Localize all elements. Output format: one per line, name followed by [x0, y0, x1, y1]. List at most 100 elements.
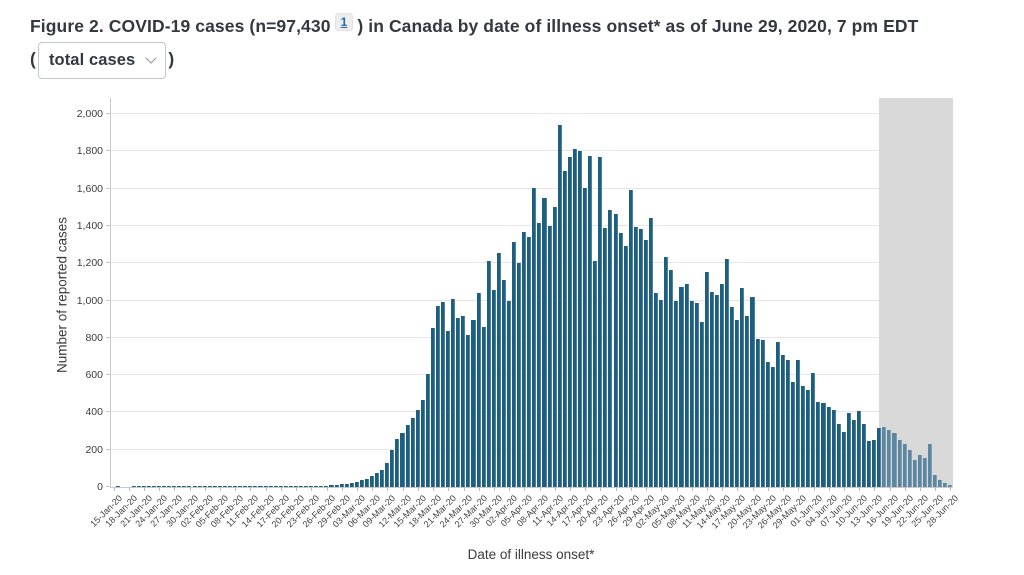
bar[interactable] [238, 485, 243, 487]
bar[interactable] [314, 485, 319, 487]
bar[interactable] [725, 259, 730, 487]
bar[interactable] [740, 288, 745, 487]
bar[interactable] [522, 231, 527, 487]
bar[interactable] [897, 440, 902, 487]
bar[interactable] [583, 187, 588, 487]
bar[interactable] [720, 283, 725, 487]
bar[interactable] [339, 484, 344, 487]
bar[interactable] [841, 431, 846, 487]
footnote-link[interactable]: 1 [334, 13, 354, 31]
bar[interactable] [567, 156, 572, 487]
bar[interactable] [882, 427, 887, 487]
bar[interactable] [253, 485, 258, 487]
bar[interactable] [461, 316, 466, 487]
bar[interactable] [684, 283, 689, 487]
bar[interactable] [618, 233, 623, 487]
bar[interactable] [760, 339, 765, 487]
bar[interactable] [542, 197, 547, 487]
bar[interactable] [243, 485, 248, 487]
bar[interactable] [643, 239, 648, 487]
bar[interactable] [791, 381, 796, 487]
bar[interactable] [856, 411, 862, 487]
bar[interactable] [927, 444, 933, 487]
bar[interactable] [304, 485, 309, 487]
bar[interactable] [349, 482, 354, 487]
bar[interactable] [598, 156, 603, 487]
bar[interactable] [948, 485, 953, 487]
bar[interactable] [902, 444, 907, 487]
bar[interactable] [704, 271, 709, 487]
bar[interactable] [217, 485, 222, 487]
bar[interactable] [851, 419, 856, 487]
bar[interactable] [603, 227, 608, 487]
bar[interactable] [649, 218, 654, 487]
bar[interactable] [491, 290, 496, 487]
bar[interactable] [796, 360, 801, 487]
bar[interactable] [233, 485, 238, 487]
bar[interactable] [694, 303, 699, 487]
bar[interactable] [506, 301, 512, 487]
bar[interactable] [862, 423, 867, 487]
bar[interactable] [699, 321, 704, 487]
bar[interactable] [674, 301, 679, 487]
bar[interactable] [532, 187, 537, 487]
bar[interactable] [354, 481, 359, 487]
bar[interactable] [735, 320, 740, 487]
bar[interactable] [344, 483, 349, 487]
bar[interactable] [709, 292, 714, 487]
bar[interactable] [633, 226, 638, 487]
bar[interactable] [212, 485, 217, 487]
bar[interactable] [562, 170, 567, 487]
bar[interactable] [664, 256, 669, 487]
bar[interactable] [938, 479, 943, 487]
bar[interactable] [872, 440, 877, 487]
bar[interactable] [375, 473, 380, 487]
bar[interactable] [293, 485, 298, 487]
bar[interactable] [222, 485, 227, 487]
bar[interactable] [359, 480, 364, 487]
bar[interactable] [476, 293, 481, 487]
bar[interactable] [785, 360, 791, 487]
bar[interactable] [816, 402, 821, 487]
bar[interactable] [415, 409, 420, 487]
bar[interactable] [659, 299, 664, 487]
metric-select[interactable]: total cases [37, 42, 167, 79]
bar[interactable] [395, 439, 400, 487]
bar[interactable] [496, 252, 501, 487]
bar[interactable] [309, 485, 314, 487]
bar[interactable] [846, 413, 851, 487]
bar[interactable] [425, 374, 430, 487]
bar[interactable] [157, 485, 162, 487]
bar[interactable] [131, 485, 136, 487]
bar[interactable] [628, 189, 633, 487]
bar[interactable] [638, 228, 643, 487]
bar[interactable] [258, 485, 263, 487]
bar[interactable] [512, 241, 517, 487]
bar[interactable] [324, 485, 329, 487]
bar[interactable] [654, 293, 659, 487]
bar[interactable] [390, 449, 395, 487]
bar[interactable] [197, 485, 202, 487]
bar[interactable] [933, 474, 938, 487]
bar[interactable] [689, 301, 694, 487]
bar[interactable] [471, 320, 476, 487]
bar[interactable] [831, 409, 836, 487]
bar[interactable] [537, 223, 542, 487]
bar[interactable] [608, 210, 613, 487]
bar[interactable] [167, 485, 172, 487]
bar[interactable] [481, 326, 486, 487]
bar[interactable] [770, 366, 775, 487]
bar[interactable] [877, 428, 882, 487]
bar[interactable] [907, 449, 912, 487]
bar[interactable] [750, 296, 755, 487]
bar[interactable] [593, 261, 598, 487]
bar[interactable] [552, 207, 557, 487]
bar[interactable] [517, 263, 522, 487]
bar[interactable] [380, 470, 385, 487]
bar[interactable] [588, 155, 593, 487]
bar[interactable] [263, 485, 268, 487]
bar[interactable] [228, 485, 233, 487]
bar[interactable] [501, 280, 506, 487]
bar[interactable] [613, 213, 618, 487]
bar[interactable] [370, 475, 375, 487]
